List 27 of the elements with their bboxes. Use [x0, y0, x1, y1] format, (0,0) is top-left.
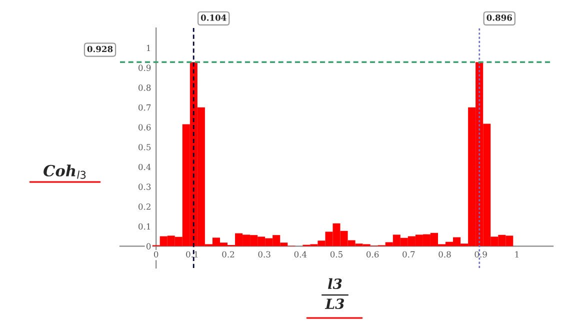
- y-tick-label: 0.2: [138, 203, 150, 210]
- y-tick-label: 0.1: [138, 223, 150, 230]
- x-tick-label: 0.3: [258, 251, 270, 258]
- x-tick-label: 0.9: [474, 251, 487, 258]
- y-tick-label: 0.3: [138, 184, 151, 190]
- x-tick-label: 0: [154, 251, 158, 258]
- x-tick-label: 0.4: [294, 251, 307, 258]
- ref-line-label: 0.104: [200, 14, 226, 21]
- y-tick-label: 0: [146, 243, 151, 250]
- x-tick-label: 1: [515, 251, 518, 258]
- x-tick-label: 0.1: [186, 251, 198, 258]
- ref-line-label: 0.928: [87, 46, 113, 52]
- y-tick-label: 0.9: [138, 64, 151, 71]
- x-tick-label: 0.6: [366, 251, 379, 258]
- y-axis-title: Coh$_{l3}$: [44, 164, 86, 179]
- x-tick-label: 0.2: [222, 251, 234, 258]
- x-tick-label: 0.7: [402, 251, 415, 258]
- x-axis-title: l3 L3: [324, 278, 344, 310]
- ref-line-label: 0.896: [486, 14, 512, 21]
- x-tick-label: 0.8: [438, 251, 451, 258]
- y-tick-label: 0.8: [138, 84, 151, 91]
- y-tick-label: 0.7: [138, 104, 151, 111]
- y-tick-label: 0.4: [138, 164, 151, 170]
- y-tick-label: 0.5: [138, 144, 151, 150]
- x-tick-label: 0.5: [330, 251, 342, 258]
- y-tick-label: 1: [146, 44, 150, 51]
- y-tick-label: 0.6: [138, 124, 151, 130]
